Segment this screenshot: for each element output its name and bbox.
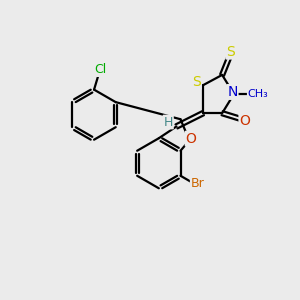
Text: S: S xyxy=(192,75,201,89)
Text: H: H xyxy=(164,116,173,128)
Text: CH₃: CH₃ xyxy=(248,89,268,99)
Text: Br: Br xyxy=(191,177,205,190)
Text: O: O xyxy=(239,114,250,128)
Text: S: S xyxy=(226,45,235,59)
Text: O: O xyxy=(186,132,196,146)
Text: Cl: Cl xyxy=(95,63,107,76)
Text: N: N xyxy=(227,85,238,99)
